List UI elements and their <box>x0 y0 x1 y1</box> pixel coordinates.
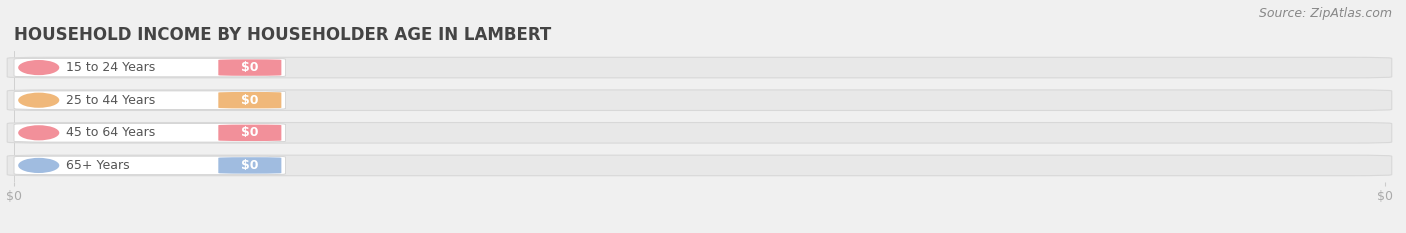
Ellipse shape <box>18 93 59 108</box>
Text: 15 to 24 Years: 15 to 24 Years <box>66 61 156 74</box>
Text: $0: $0 <box>240 159 259 172</box>
Text: Source: ZipAtlas.com: Source: ZipAtlas.com <box>1258 7 1392 20</box>
FancyBboxPatch shape <box>218 125 281 141</box>
FancyBboxPatch shape <box>14 156 285 175</box>
FancyBboxPatch shape <box>218 59 281 76</box>
FancyBboxPatch shape <box>7 123 1392 143</box>
Text: HOUSEHOLD INCOME BY HOUSEHOLDER AGE IN LAMBERT: HOUSEHOLD INCOME BY HOUSEHOLDER AGE IN L… <box>14 26 551 44</box>
FancyBboxPatch shape <box>7 57 1392 78</box>
Text: $0: $0 <box>240 126 259 139</box>
FancyBboxPatch shape <box>14 91 285 110</box>
Text: $0: $0 <box>240 94 259 107</box>
FancyBboxPatch shape <box>218 157 281 174</box>
Ellipse shape <box>18 60 59 75</box>
FancyBboxPatch shape <box>14 123 285 142</box>
FancyBboxPatch shape <box>7 90 1392 110</box>
Text: 25 to 44 Years: 25 to 44 Years <box>66 94 156 107</box>
FancyBboxPatch shape <box>218 92 281 108</box>
Text: 65+ Years: 65+ Years <box>66 159 129 172</box>
Text: 45 to 64 Years: 45 to 64 Years <box>66 126 156 139</box>
Ellipse shape <box>18 125 59 140</box>
Ellipse shape <box>18 158 59 173</box>
FancyBboxPatch shape <box>14 58 285 77</box>
Text: $0: $0 <box>240 61 259 74</box>
FancyBboxPatch shape <box>7 155 1392 176</box>
